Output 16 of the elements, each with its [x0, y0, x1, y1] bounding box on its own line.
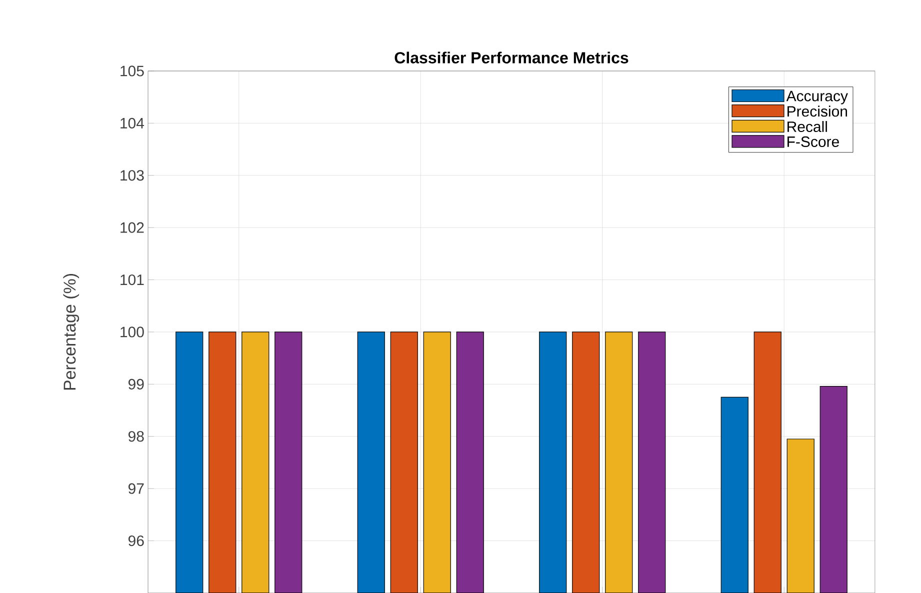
y-tick-label: 97	[128, 483, 144, 494]
legend-label: F-Score	[788, 136, 839, 148]
legend-label: Recall	[788, 121, 827, 132]
y-tick-label: 98	[128, 431, 144, 442]
y-axis-title: Percentage (%)	[63, 274, 80, 390]
y-tick-label: 104	[120, 118, 144, 128]
y-tick-label: 100	[120, 326, 144, 338]
y-tick-label: 101	[120, 274, 144, 286]
y-tick-label: 105	[120, 66, 144, 76]
legend-label: Precision	[788, 106, 848, 117]
y-tick-label: 102	[120, 222, 144, 233]
y-tick-label: 99	[128, 378, 144, 390]
legend-label: Accuracy	[786, 90, 848, 104]
y-tick-label: 103	[120, 170, 144, 181]
chart-title: Classifier Performance Metrics	[394, 52, 628, 64]
y-tick-label: 96	[128, 535, 144, 546]
